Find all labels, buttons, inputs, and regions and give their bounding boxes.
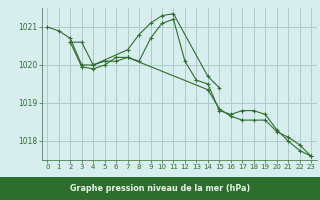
Text: Graphe pression niveau de la mer (hPa): Graphe pression niveau de la mer (hPa): [70, 184, 250, 193]
